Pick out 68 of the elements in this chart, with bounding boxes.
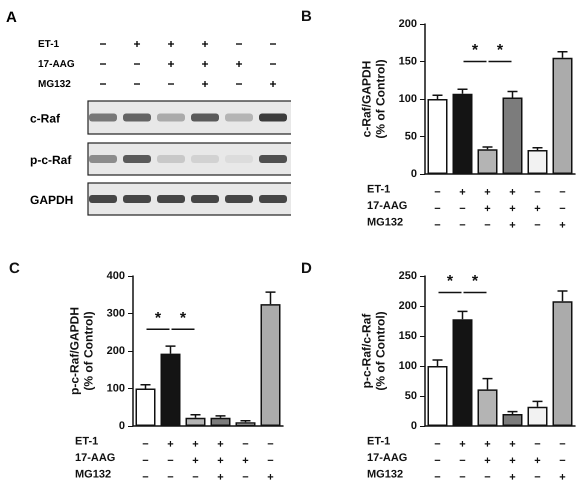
y-tick-label: 0 (118, 420, 125, 432)
text: 17-AAG (38, 59, 75, 70)
text: 17-AAG (367, 452, 408, 464)
text: GAPDH (30, 193, 74, 207)
x-tick-label: + − − (167, 438, 174, 484)
chart-title: C (9, 260, 20, 277)
y-tick-label: 300 (106, 308, 125, 320)
text: 17-AAG (367, 200, 408, 212)
text: c-Raf (30, 112, 62, 126)
text: A (6, 9, 17, 26)
category-label: + + − (167, 37, 175, 91)
x-tick-label: + − − (459, 438, 466, 484)
chart-title: B (301, 8, 312, 25)
annotation: * (472, 42, 479, 59)
category-label: − − + (269, 37, 277, 91)
x-tick-label: + + + (217, 438, 224, 484)
y-axis-title: p-c-Raf/GAPDH (% of Control) (68, 306, 96, 396)
y-axis-title: c-Raf/GAPDH (% of Control) (360, 59, 388, 139)
category-label: + + + (201, 37, 209, 91)
x-tick-label: − − + (267, 438, 274, 484)
y-tick-label: 100 (106, 382, 125, 394)
annotation: * (154, 310, 162, 327)
x-tick-label: + + − (484, 438, 491, 484)
x-tick-label: + + + (509, 186, 516, 232)
text: p-c-Raf (30, 153, 72, 167)
text: 17-AAG (75, 452, 116, 464)
chart-title: D (301, 260, 312, 277)
annotation: * (446, 273, 454, 290)
x-tick-label: − − − (434, 438, 441, 484)
text: ET-1 (75, 436, 98, 448)
text: MG132 (38, 79, 72, 90)
category-label: − + − (235, 37, 243, 91)
y-tick-label: 50 (404, 130, 417, 142)
y-tick-label: 100 (398, 93, 417, 105)
x-tick-label: − − − (434, 186, 441, 232)
y-tick-label: 200 (398, 300, 417, 312)
y-tick-label: 50 (404, 390, 417, 402)
x-tick-label: + + − (484, 186, 491, 232)
y-tick-label: 250 (398, 270, 417, 282)
x-tick-label: − − + (559, 438, 566, 484)
category-label: − − − (99, 37, 107, 91)
y-tick-label: 150 (398, 330, 417, 342)
y-tick-label: 200 (398, 18, 417, 30)
y-axis-title: p-c-Raf/c-Raf (% of Control) (360, 311, 388, 391)
y-tick-label: 100 (398, 360, 417, 372)
x-tick-label: + + + (509, 438, 516, 484)
text: MG132 (367, 216, 404, 228)
x-tick-label: − + − (534, 438, 541, 484)
text: ET-1 (38, 39, 60, 50)
annotation: * (472, 273, 479, 290)
x-tick-label: − + − (534, 186, 541, 232)
x-tick-label: − − + (559, 186, 566, 232)
y-tick-label: 200 (106, 345, 125, 357)
text: MG132 (367, 468, 404, 480)
x-tick-label: − + − (242, 438, 249, 484)
y-tick-label: 0 (410, 168, 417, 180)
x-tick-label: + − − (459, 186, 466, 232)
y-tick-label: 400 (106, 270, 125, 282)
x-tick-label: + + − (192, 438, 199, 484)
text: ET-1 (367, 436, 390, 448)
y-tick-label: 150 (398, 56, 417, 68)
y-tick-label: 0 (410, 420, 417, 432)
category-label: + − − (133, 37, 141, 91)
text: MG132 (75, 468, 112, 480)
x-tick-label: − − − (142, 438, 149, 484)
text: ET-1 (367, 184, 390, 196)
annotation: * (496, 42, 504, 59)
annotation: * (180, 310, 187, 327)
